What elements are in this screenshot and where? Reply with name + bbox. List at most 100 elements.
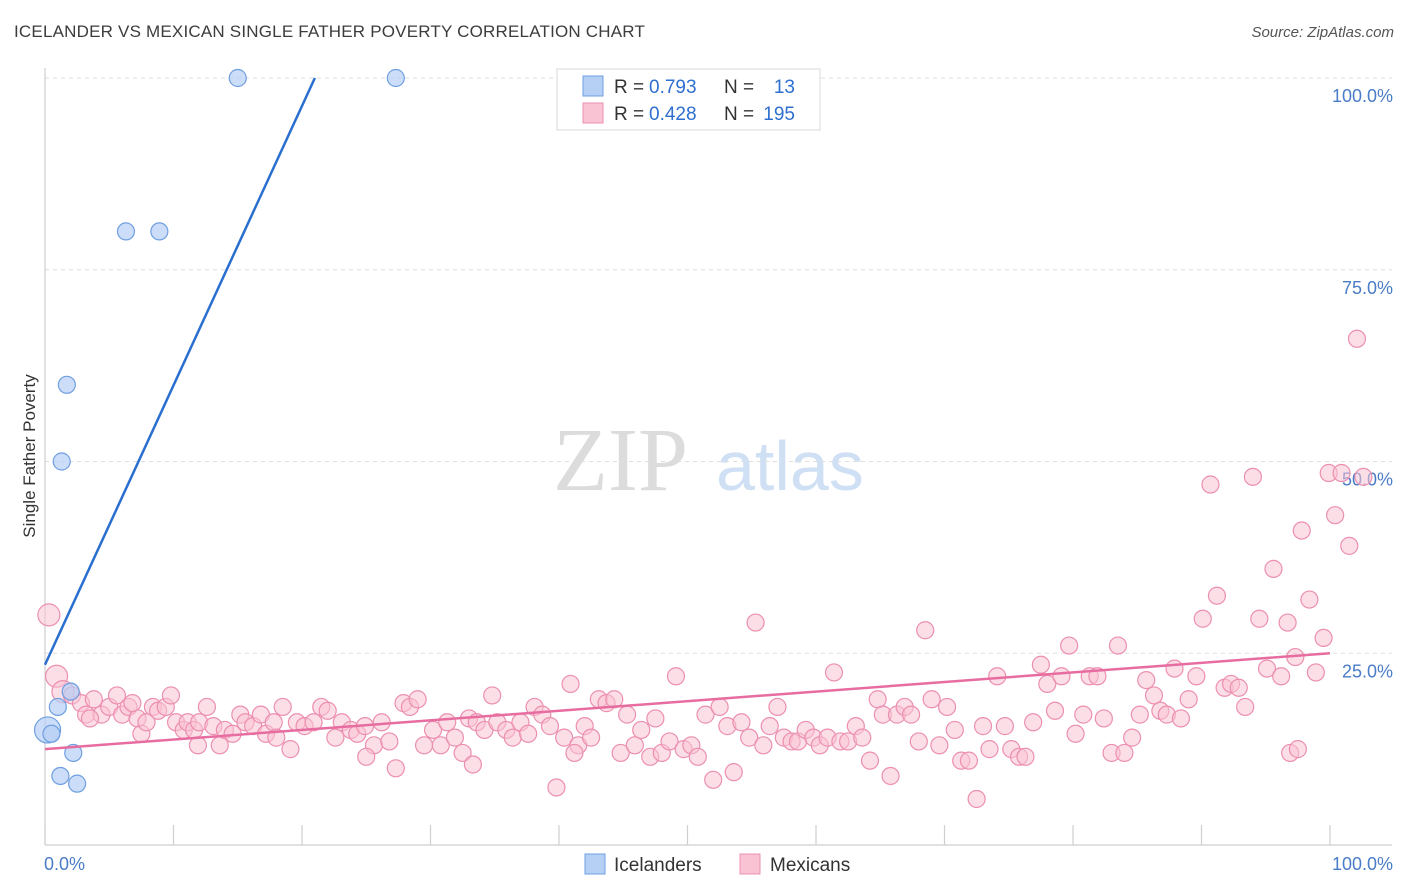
mexicans-point-6 — [84, 690, 103, 709]
mexicans-points — [37, 329, 1373, 809]
mexicans-point-0 — [37, 603, 61, 627]
mexicans-point-117 — [868, 690, 887, 709]
mexicans-point-77 — [582, 728, 601, 747]
legend-r-value-icelanders: 0.793 — [649, 77, 697, 98]
icelanders-point-6 — [64, 743, 83, 763]
mexicans-point-59 — [453, 743, 472, 763]
mexicans-trend-line — [44, 652, 1331, 751]
mexicans-point-88 — [660, 732, 679, 751]
mexicans-point-119 — [881, 766, 900, 786]
mexicans-point-58 — [445, 728, 465, 747]
mexicans-point-125 — [922, 690, 941, 709]
series-legend: Icelanders Mexicans — [584, 853, 850, 876]
y-axis-label: Single Father Poverty — [20, 374, 39, 538]
mexicans-point-132 — [973, 717, 993, 736]
mexicans-point-93 — [696, 705, 715, 724]
y-tick-labels: 25.0%50.0%75.0%100.0% — [1332, 86, 1393, 681]
mexicans-point-159 — [1165, 659, 1184, 678]
mexicans-point-195 — [565, 743, 584, 763]
mexicans-point-48 — [372, 713, 391, 732]
mexicans-point-193 — [357, 747, 376, 766]
chart-title: ICELANDER VS MEXICAN SINGLE FATHER POVER… — [14, 22, 646, 41]
mexicans-point-162 — [1187, 667, 1206, 686]
legend-swatch-mexicans — [582, 102, 604, 124]
mexicans-point-177 — [1292, 521, 1311, 540]
icelanders-point-8 — [116, 222, 136, 241]
mexicans-point-97 — [724, 763, 743, 782]
mexicans-point-39 — [304, 713, 323, 732]
mexicans-point-169 — [1236, 697, 1255, 717]
mexicans-point-138 — [1016, 747, 1035, 766]
mexicans-point-174 — [1272, 667, 1291, 686]
bottom-legend-label-icelanders: Icelanders — [614, 855, 702, 876]
x-tick-label-100: 100.0% — [1332, 854, 1393, 874]
icelanders-point-5 — [61, 682, 80, 701]
legend-n-label-icelanders: N = — [724, 77, 754, 98]
icelanders-point-12 — [42, 724, 61, 743]
mexicans-point-127 — [937, 697, 957, 717]
mexicans-point-89 — [666, 667, 686, 686]
mexicans-point-36 — [281, 740, 300, 759]
mexicans-point-74 — [561, 674, 580, 694]
mexicans-point-180 — [1314, 628, 1333, 648]
mexicans-point-185 — [1347, 329, 1367, 348]
mexicans-point-184 — [1340, 536, 1359, 555]
mexicans-point-63 — [483, 686, 502, 705]
mexicans-point-72 — [547, 778, 566, 797]
mexicans-point-53 — [408, 690, 427, 709]
mexicans-point-161 — [1179, 690, 1198, 709]
mexicans-point-103 — [768, 697, 787, 717]
mexicans-point-102 — [760, 717, 779, 736]
mexicans-point-140 — [1031, 655, 1050, 674]
mexicans-point-18 — [161, 686, 181, 705]
legend-r-value-mexicans: 0.428 — [649, 104, 697, 125]
mexicans-point-194 — [463, 755, 483, 774]
watermark-zip: ZIP — [553, 411, 688, 510]
mexicans-point-116 — [860, 751, 880, 770]
mexicans-point-111 — [824, 663, 844, 682]
mexicans-point-92 — [688, 747, 707, 766]
mexicans-point-186 — [1354, 467, 1373, 486]
mexicans-point-178 — [1300, 590, 1319, 609]
mexicans-point-152 — [1115, 743, 1134, 763]
mexicans-point-171 — [1250, 609, 1269, 628]
correlation-legend: R = 0.793 N = 13 R = 0.428 N = 195 — [556, 68, 821, 131]
mexicans-point-133 — [980, 740, 999, 759]
source-credit: Source: ZipAtlas.com — [1251, 24, 1394, 41]
trend-lines — [43, 77, 1331, 751]
mexicans-point-81 — [611, 743, 630, 763]
icelanders-point-3 — [52, 452, 71, 471]
mexicans-point-34 — [264, 713, 283, 732]
y-tick-label-75: 75.0% — [1342, 278, 1393, 298]
mexicans-point-144 — [1060, 636, 1079, 655]
mexicans-point-101 — [754, 736, 773, 755]
mexicans-point-42 — [326, 728, 345, 747]
mexicans-point-41 — [318, 701, 337, 720]
mexicans-point-135 — [995, 717, 1014, 736]
icelanders-point-2 — [51, 766, 70, 786]
mexicans-point-95 — [710, 697, 729, 717]
mexicans-point-115 — [853, 728, 872, 747]
mexicans-point-149 — [1094, 709, 1113, 728]
mexicans-point-189 — [80, 709, 100, 728]
bottom-legend-swatch-icelanders — [584, 853, 606, 875]
mexicans-point-168 — [1229, 678, 1248, 697]
mexicans-point-66 — [503, 728, 522, 747]
icelanders-trend-line — [43, 77, 316, 666]
y-tick-label-25: 25.0% — [1342, 661, 1393, 681]
mexicans-point-165 — [1207, 586, 1227, 605]
mexicans-point-164 — [1201, 475, 1220, 494]
grid-lines — [45, 77, 1392, 654]
mexicans-point-146 — [1074, 705, 1093, 724]
mexicans-point-160 — [1171, 709, 1191, 728]
mexicans-point-151 — [1108, 636, 1128, 655]
mexicans-point-68 — [519, 724, 538, 743]
y-tick-label-100: 100.0% — [1332, 86, 1393, 106]
mexicans-point-155 — [1137, 670, 1156, 690]
mexicans-point-84 — [632, 720, 651, 740]
mexicans-point-71 — [540, 717, 560, 736]
bottom-legend-swatch-mexicans — [739, 853, 761, 875]
mexicans-point-123 — [909, 732, 928, 751]
icelanders-point-4 — [57, 375, 76, 394]
mexicans-point-154 — [1130, 705, 1149, 724]
